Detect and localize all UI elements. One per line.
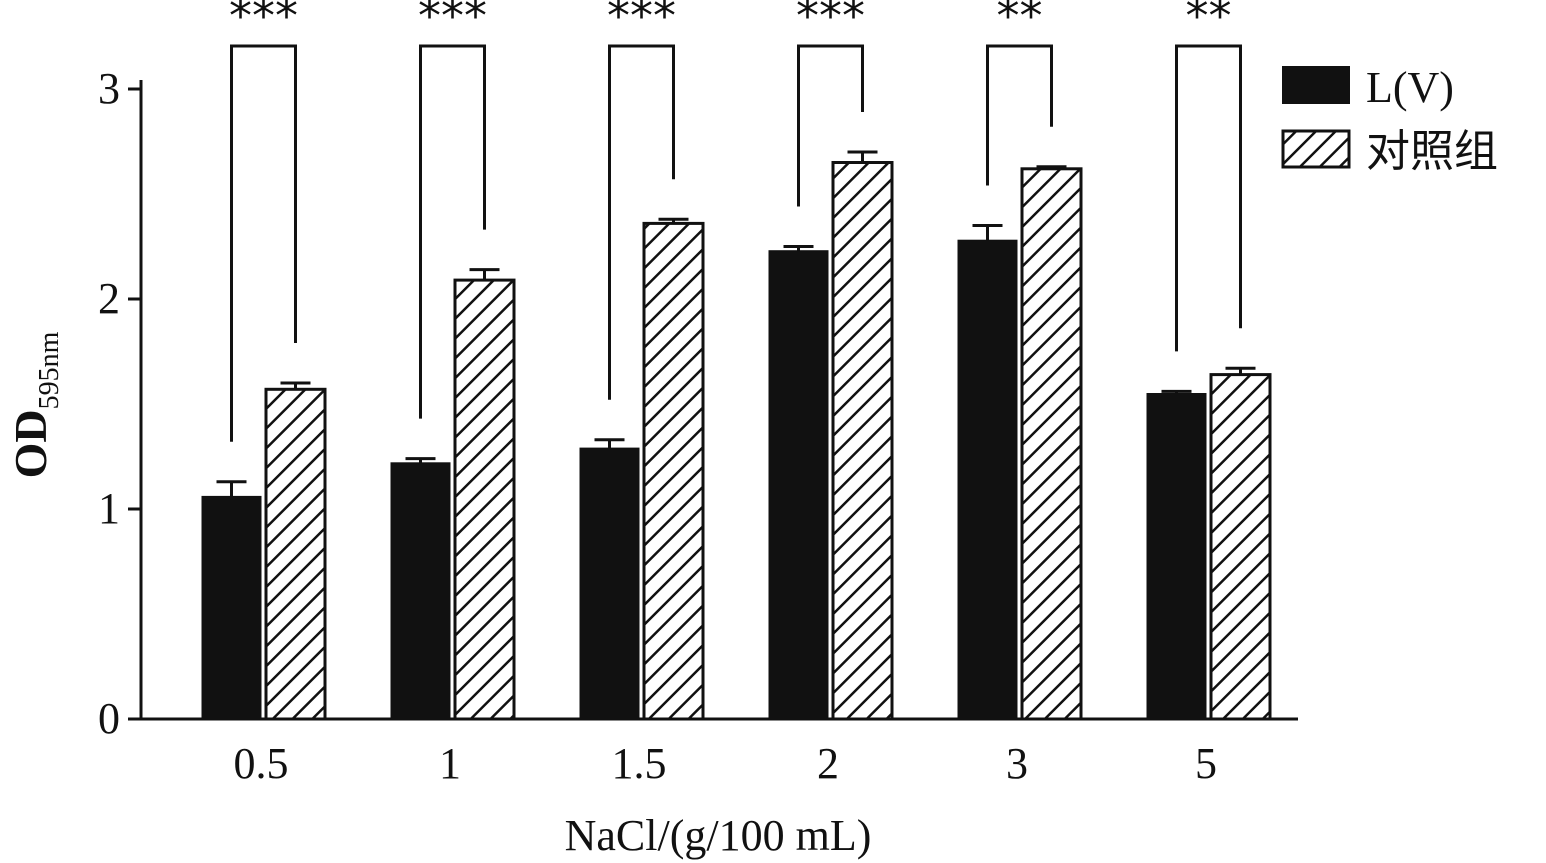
legend-swatch-series-2 [1281, 129, 1351, 169]
significance-label: ** [1186, 0, 1232, 43]
bar-series-1 [957, 239, 1018, 720]
error-bars [216, 150, 1256, 497]
bar-series-2 [453, 278, 516, 721]
legend-swatch-series-1 [1282, 66, 1350, 104]
x-ticks: 0.5 1 1.5 2 3 5 [234, 739, 1218, 788]
significance-label: *** [796, 0, 865, 43]
y-tick-label: 2 [98, 274, 120, 323]
bar-series-2 [642, 221, 705, 721]
x-tick-label: 1.5 [612, 739, 667, 788]
y-tick-label: 1 [98, 484, 120, 533]
bar-series-2 [1209, 373, 1272, 721]
significance-bracket [1175, 44, 1242, 352]
legend-label-series-2: 对照组 [1366, 127, 1498, 176]
significance-bracket [230, 44, 297, 442]
significance-label: *** [418, 0, 487, 43]
bar-series-1 [768, 250, 829, 720]
significance-label: *** [229, 0, 298, 43]
y-axis-label: OD595nm [5, 331, 65, 478]
x-tick-label: 2 [817, 739, 839, 788]
bars [201, 161, 1272, 721]
bar-series-2 [831, 161, 894, 721]
x-axis-label: NaCl/(g/100 mL) [565, 811, 872, 860]
legend-label-series-1: L(V) [1366, 63, 1454, 112]
significance-bracket [986, 44, 1053, 186]
bar-series-1 [579, 447, 640, 720]
x-tick-label: 1 [439, 739, 461, 788]
significance-brackets: *** *** *** *** ** ** [229, 0, 1242, 442]
significance-bracket [797, 44, 864, 207]
x-tick-label: 5 [1195, 739, 1217, 788]
x-axis: 0.5 1 1.5 2 3 5 NaCl/(g/100 mL) [141, 717, 1298, 860]
svg-text:OD595nm: OD595nm [5, 331, 65, 478]
significance-bracket [608, 44, 675, 400]
y-axis-label-main: OD [5, 409, 56, 478]
significance-label: ** [997, 0, 1043, 43]
x-tick-label: 3 [1006, 739, 1028, 788]
y-axis: 0 1 2 3 OD595nm [5, 64, 143, 743]
y-tick-label: 3 [98, 64, 120, 113]
bar-series-1 [1146, 393, 1207, 720]
bar-series-2 [264, 387, 327, 721]
bar-series-2 [1020, 167, 1083, 721]
significance-bracket [419, 44, 486, 419]
y-ticks: 0 1 2 3 [98, 64, 141, 743]
y-axis-label-subscript: 595nm [34, 331, 65, 409]
x-tick-label: 0.5 [234, 739, 289, 788]
bar-series-1 [201, 495, 262, 720]
legend: L(V) 对照组 [1281, 63, 1498, 176]
bar-series-1 [390, 462, 451, 720]
significance-label: *** [607, 0, 676, 43]
y-tick-label: 0 [98, 694, 120, 743]
